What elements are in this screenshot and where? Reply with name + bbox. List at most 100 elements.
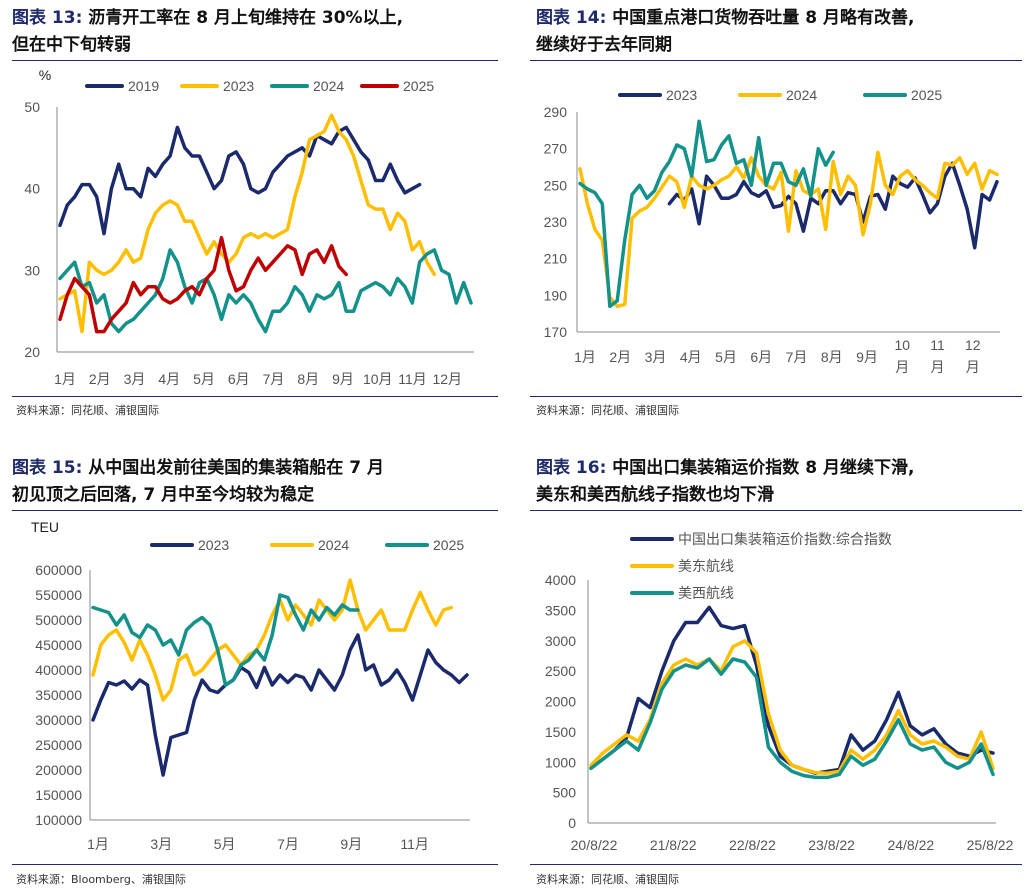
- x-tick-label: 24/8/22: [887, 837, 934, 853]
- series-line-2024: [91, 578, 454, 702]
- y-tick-label: 290: [544, 104, 568, 120]
- panel3-bottom-rule: [12, 864, 498, 865]
- x-tick-label: 月: [966, 359, 980, 375]
- y-tick-label: 100000: [35, 812, 82, 828]
- y-tick-label: 250: [544, 177, 568, 193]
- panel2-top-rule: [530, 60, 1022, 61]
- x-tick-label: 25/8/22: [967, 837, 1014, 853]
- y-tick-label: 500000: [35, 612, 82, 628]
- panel2-title-line1: 中国重点港口货物吞吐量 8 月略有改善,: [612, 8, 915, 28]
- y-tick-label: 150000: [35, 787, 82, 803]
- x-tick-label: 11: [930, 337, 945, 353]
- legend-label: 2025: [911, 87, 942, 103]
- y-tick-label: 270: [544, 141, 568, 157]
- series-line-2025: [58, 235, 348, 334]
- y-tick-label: 400000: [35, 662, 82, 678]
- x-tick-label: 8月: [821, 349, 843, 365]
- panel3-top-rule: [12, 510, 498, 511]
- x-tick-label: 5月: [715, 349, 737, 365]
- y-tick-label: 190: [544, 287, 568, 303]
- chart-export-container-freight-index: 0 500 1000 1500 2000 2500 3000 3500 4000 20/8/22 2…: [545, 531, 1014, 853]
- x-tick-label: 7月: [263, 371, 285, 387]
- panel4-top-rule: [530, 510, 1022, 511]
- panel2-title-line2: 继续好于去年同期: [536, 35, 672, 55]
- legend-label: 美西航线: [678, 585, 734, 601]
- panel3-title-line1: 从中国出发前往美国的集装箱船在 7 月: [88, 458, 384, 478]
- y-tick-label: 210: [544, 251, 568, 267]
- y-tick-label: 230: [544, 214, 568, 230]
- panel2-bottom-rule: [530, 396, 1022, 397]
- x-tick-label: 11月: [400, 836, 429, 852]
- panel1-title: 图表 13: 沥青开工率在 8 月上旬维持在 30%以上, 但在中下旬转弱: [12, 5, 403, 59]
- legend-label: 2019: [128, 78, 159, 94]
- x-tick-label: 1月: [54, 371, 76, 387]
- y-tick-label: 550000: [35, 587, 82, 603]
- x-tick-label: 12月: [432, 371, 462, 387]
- panel3-title-label: 图表 15:: [12, 458, 83, 478]
- panel1-source: 资料来源：同花顺、浦银国际: [16, 404, 159, 417]
- series-line-2019: [58, 125, 422, 236]
- legend-label: 2024: [313, 78, 344, 94]
- x-tick-label: 12: [965, 337, 981, 353]
- y-tick-label: 50: [24, 99, 40, 115]
- x-tick-label: 8月: [297, 371, 319, 387]
- x-tick-label: 9月: [340, 836, 362, 852]
- series-line-2024: [578, 150, 999, 309]
- series-line-美西航线: [589, 657, 995, 780]
- x-tick-label: 2月: [609, 349, 631, 365]
- x-tick-label: 9月: [332, 371, 354, 387]
- legend-label: 2024: [786, 87, 817, 103]
- panel1-title-label: 图表 13:: [12, 8, 83, 28]
- x-tick-label: 4月: [680, 349, 702, 365]
- x-tick-label: 3月: [124, 371, 146, 387]
- panel2-title-label: 图表 14:: [536, 8, 607, 28]
- panel4-source: 资料来源：同花顺、浦银国际: [536, 873, 679, 886]
- legend-label: 2025: [433, 537, 464, 553]
- y-tick-label: 2500: [545, 663, 576, 679]
- series-line-2023: [667, 161, 999, 250]
- legend-label: 2024: [318, 537, 349, 553]
- y-tick-label: 200000: [35, 762, 82, 778]
- legend-label: 2023: [223, 78, 254, 94]
- x-tick-label: 3月: [150, 836, 172, 852]
- legend-label: 2025: [403, 78, 434, 94]
- legend-label: 2023: [666, 87, 697, 103]
- panel3-source: 资料来源：Bloomberg、浦银国际: [16, 873, 186, 886]
- y-tick-label: 30: [24, 262, 40, 278]
- y-tick-label: 0: [568, 815, 576, 831]
- y-tick-label: 250000: [35, 737, 82, 753]
- x-tick-label: 5月: [214, 836, 236, 852]
- y-tick-label: 20: [24, 344, 40, 360]
- y-tick-label: 3000: [545, 633, 576, 649]
- series-line-2024: [58, 248, 473, 334]
- chart-container-ships-to-us: 100000 150000 200000 250000 300000 350000 4000…: [31, 519, 470, 852]
- y-tick-label: 40: [24, 181, 40, 197]
- y-tick-label: 500: [553, 785, 577, 801]
- series-line-2025: [578, 119, 835, 309]
- x-tick-label: 4月: [158, 371, 180, 387]
- x-tick-label: 21/8/22: [650, 837, 697, 853]
- chart-port-throughput: 170 190 210 230 250 270 290 1月 2月 3月 4月 5月 6月 7月 8月 9月 1…: [544, 87, 1000, 375]
- y-tick-label: 300000: [35, 712, 82, 728]
- x-tick-label: 10月: [363, 371, 393, 387]
- x-tick-label: 7月: [277, 836, 299, 852]
- series-line-2023: [58, 113, 437, 334]
- chart-asphalt-operating-rate: 20 30 40 50% 1月 2月 3月 4月 5月 6月 7月 8月 9月 10月 11月 12月 2019…: [24, 67, 474, 387]
- y-tick-label: 3500: [545, 602, 576, 618]
- series-line-2025: [91, 593, 360, 687]
- legend-label: 中国出口集装箱运价指数:综合指数: [678, 531, 892, 547]
- x-tick-label: 7月: [786, 349, 808, 365]
- panel4-title-label: 图表 16:: [536, 458, 607, 478]
- panel4-bottom-rule: [530, 864, 1022, 865]
- y-tick-label: 4000: [545, 572, 576, 588]
- panel4-title-line2: 美东和美西航线子指数也均下滑: [536, 485, 774, 505]
- x-tick-label: 9月: [856, 349, 878, 365]
- x-tick-label: 月: [895, 359, 909, 375]
- panel1-title-line1: 沥青开工率在 8 月上旬维持在 30%以上,: [88, 8, 404, 28]
- y-tick-label: 350000: [35, 687, 82, 703]
- panel2-source: 资料来源：同花顺、浦银国际: [536, 404, 679, 417]
- panel3-title: 图表 15: 从中国出发前往美国的集装箱船在 7 月 初见顶之后回落, 7 月中…: [12, 455, 384, 509]
- y-tick-label: 450000: [35, 637, 82, 653]
- x-tick-label: 10: [894, 337, 910, 353]
- series-line-2023: [91, 633, 469, 777]
